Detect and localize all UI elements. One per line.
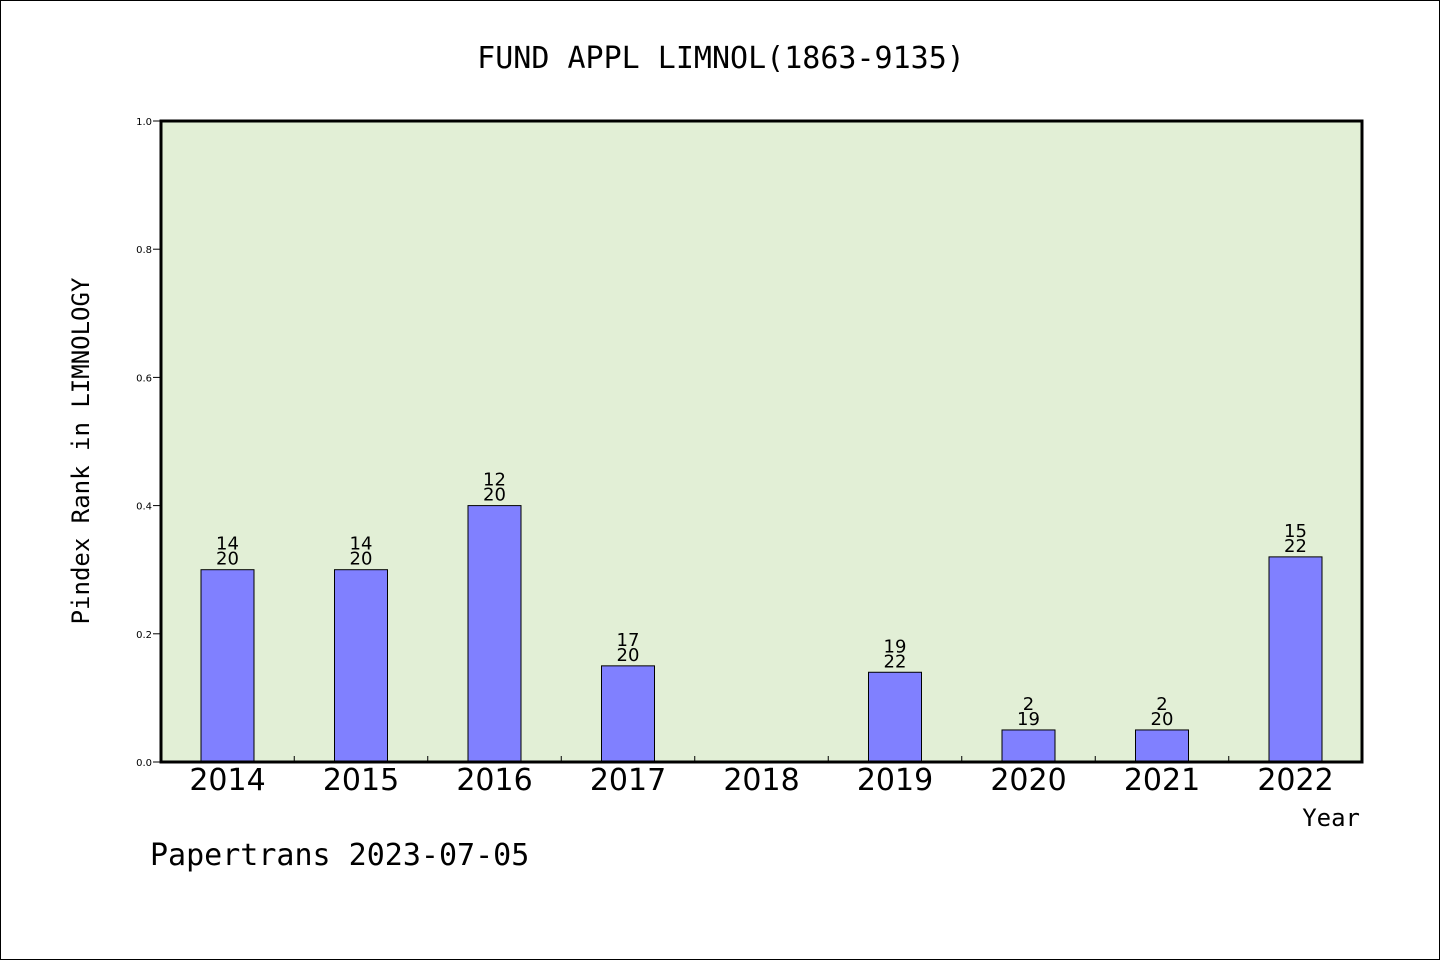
x-axis-ticks: 2014 2015 2016 2017 2018 2019 2020 2021 2022 — [189, 756, 1334, 798]
bars — [200, 505, 1323, 763]
x-tick-label: 2018 — [723, 763, 799, 798]
bar-2014 — [200, 569, 255, 763]
plot-border — [159, 119, 1364, 764]
bar-2020 — [1001, 729, 1056, 763]
x-tick-label: 2020 — [990, 763, 1066, 798]
bar-2022 — [1268, 556, 1323, 763]
y-tick-label: 0.0 — [136, 758, 152, 769]
y-axis-label: Pindex Rank in LIMNOLOGY — [67, 277, 95, 624]
bar-2016 — [467, 505, 522, 763]
bar-label-total: 19 — [1017, 709, 1040, 730]
y-axis-ticks: 0.0 0.2 0.4 0.6 0.8 1.0 — [136, 117, 161, 769]
chart-title: FUND APPL LIMNOL(1863-9135) — [477, 41, 965, 76]
x-tick-label: 2019 — [857, 763, 933, 798]
bar-2019 — [868, 671, 922, 763]
bar-label-rank: 19 — [884, 636, 907, 657]
y-tick-label: 0.8 — [136, 245, 152, 256]
x-tick-label: 2016 — [456, 763, 532, 798]
y-tick-label: 0.4 — [136, 502, 152, 513]
y-tick-label: 1.0 — [136, 117, 152, 128]
bar-2015 — [334, 569, 388, 763]
bar-label-total: 22 — [1284, 536, 1307, 557]
bar-label-rank: 15 — [1284, 521, 1307, 542]
bar-2017 — [601, 665, 655, 763]
x-tick-label: 2017 — [590, 763, 666, 798]
x-tick-label: 2022 — [1257, 763, 1333, 798]
x-tick-label: 2014 — [189, 763, 265, 798]
bar-label-total: 20 — [1151, 709, 1174, 730]
y-tick-label: 0.2 — [136, 630, 152, 641]
bar-label-rank: 14 — [216, 534, 239, 555]
bar-label-rank: 17 — [617, 630, 640, 651]
bar-label-total: 20 — [617, 645, 640, 666]
bar-label-total: 20 — [483, 485, 506, 506]
bar-label-rank: 14 — [350, 534, 373, 555]
x-tick-label: 2015 — [323, 763, 399, 798]
bar-label-rank: 12 — [483, 470, 506, 491]
x-axis-label: Year — [1302, 804, 1360, 832]
bar-label-total: 20 — [350, 549, 373, 570]
bar-label-rank: 2 — [1156, 694, 1167, 715]
x-tick-label: 2021 — [1124, 763, 1200, 798]
bar-label-total: 22 — [884, 651, 907, 672]
footer-watermark: Papertrans 2023-07-05 — [150, 838, 529, 873]
bar-2021 — [1135, 729, 1189, 763]
bar-label-rank: 2 — [1023, 694, 1034, 715]
y-tick-label: 0.6 — [136, 373, 152, 384]
bar-label-total: 20 — [216, 549, 239, 570]
